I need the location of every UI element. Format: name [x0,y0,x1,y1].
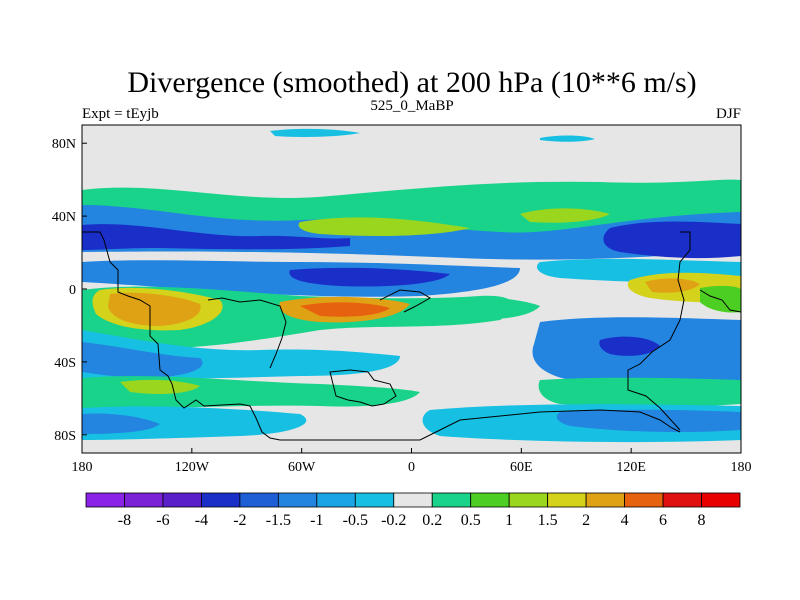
x-tick-label: 180 [72,460,93,475]
outline-americas [82,231,281,441]
contour-arctic-lightblue [270,128,360,137]
colorbar-swatch [316,492,356,508]
y-axis: 80N 40N 0 40S 80S [52,137,87,444]
colorbar-label: -0.5 [343,512,368,529]
subtitle-right: DJF [716,106,741,122]
colorbar-swatch [393,492,433,508]
y-tick-label: 40N [52,210,76,225]
contour-nh-lightgreen [298,217,470,236]
chart-title: Divergence (smoothed) at 200 hPa (10**6 … [127,66,696,99]
colorbar-swatch [431,492,472,508]
colorbar-label: -1.5 [266,512,291,529]
colorbar: -8 -6 -4 -2 -1.5 -1 -0.5 -0.2 0.2 0.5 1 1.5 2 4 6 8 [85,492,741,529]
colorbar-swatch [201,492,241,508]
colorbar-swatch [277,492,318,508]
contour-hs-blue [82,413,160,434]
colorbar-swatch [354,492,395,508]
y-tick-label: 80N [52,137,76,152]
contour-hs-blue-east [556,409,741,433]
x-tick-label: 180 [731,460,752,475]
colorbar-label: -0.2 [381,512,406,529]
outline-south-blob [329,369,397,407]
x-tick-label: 120E [616,460,646,475]
subtitle-center: 525_0_MaBP [370,98,453,114]
y-tick-label: 0 [69,283,76,298]
colorbar-swatch [508,492,549,508]
colorbar-swatch [662,492,702,508]
colorbar-label: 0.2 [422,512,442,529]
contour-nh-darkblue-jet [82,224,350,250]
colorbar-label: -2 [233,512,246,529]
colorbar-label: 4 [621,512,629,529]
contour-arctic-cyan-2 [540,135,595,142]
filled-contours [82,128,741,443]
colorbar-label: 8 [698,512,706,529]
continent-outlines [82,231,741,441]
x-tick-label: 0 [408,460,415,475]
contour-shmid-east-darkblue [599,336,660,356]
colorbar-swatch [162,492,202,508]
colorbar-label: 6 [659,512,667,529]
colorbar-label: -6 [156,512,169,529]
colorbar-swatch [585,492,625,508]
contour-sh-green-indian [429,297,540,320]
contour-eq-darkblue [289,267,450,287]
colorbar-label: 2 [582,512,590,529]
contour-sh-orange-east [645,278,700,293]
y-tick-label: 40S [54,356,76,371]
outline-africa [379,289,431,313]
colorbar-label: 1 [505,512,513,529]
contour-sh-red-central [300,302,390,317]
contour-sh-orange [108,292,201,326]
contour-shmid-blue [82,342,203,378]
outline-south-america [207,297,287,369]
x-tick-label: 60E [510,460,533,475]
y-tick-label: 80S [54,429,76,444]
colorbar-label: -8 [118,512,131,529]
colorbar-swatch [124,492,164,508]
outline-maritime [699,289,741,313]
x-tick-label: 60W [288,460,316,475]
plot-area [82,125,741,453]
colorbar-label: -4 [195,512,208,529]
colorbar-swatch [624,492,664,508]
colorbar-label: 1.5 [538,512,558,529]
contour-nh-lightgreen-2 [520,208,610,223]
outline-antarctic [280,409,681,441]
colorbar-label: 0.5 [461,512,481,529]
colorbar-swatch [239,492,279,508]
x-tick-label: 120W [175,460,210,475]
contour-nh-darkblue-east [603,221,741,259]
contour-so-lightgreen [120,379,200,394]
colorbar-swatch [470,492,510,508]
colorbar-swatch [85,492,125,508]
contour-so-green-east [538,377,741,407]
outline-asia-east [627,231,691,431]
x-axis: 180 120W 60W 0 60E 120E 180 [72,448,752,475]
colorbar-swatch [547,492,587,508]
colorbar-swatch [701,492,741,508]
contour-hs-cyan [82,406,307,440]
subtitle-left: Expt = tEyjb [82,106,159,122]
colorbar-label: -1 [310,512,323,529]
